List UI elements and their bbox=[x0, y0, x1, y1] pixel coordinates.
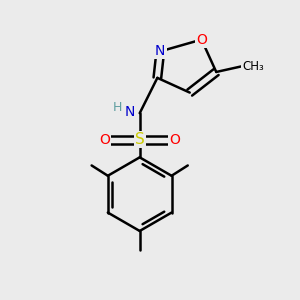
Text: O: O bbox=[169, 133, 181, 147]
Text: N: N bbox=[124, 105, 135, 119]
Text: H: H bbox=[112, 101, 122, 114]
Text: O: O bbox=[196, 33, 207, 46]
Text: S: S bbox=[135, 132, 145, 147]
Text: O: O bbox=[99, 133, 110, 147]
Text: CH₃: CH₃ bbox=[242, 60, 264, 73]
Text: N: N bbox=[155, 44, 166, 58]
